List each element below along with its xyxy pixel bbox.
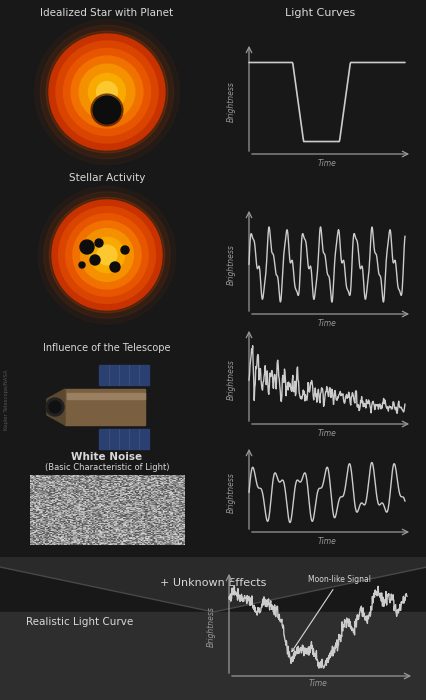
Text: Kepler Telescope/NASA: Kepler Telescope/NASA [5, 370, 9, 430]
Circle shape [93, 96, 121, 124]
Circle shape [80, 240, 94, 254]
Text: White Noise: White Noise [71, 452, 142, 462]
Circle shape [81, 229, 133, 281]
Circle shape [40, 25, 173, 159]
Circle shape [121, 246, 129, 254]
Bar [67, 393, 145, 399]
Circle shape [89, 237, 124, 272]
Bar [99, 365, 149, 385]
Text: Time: Time [317, 430, 336, 438]
Circle shape [46, 398, 64, 416]
Text: Time: Time [317, 319, 336, 328]
Circle shape [52, 200, 161, 310]
Polygon shape [65, 389, 145, 425]
Circle shape [43, 192, 170, 318]
Text: Influence of the Telescope: Influence of the Telescope [43, 343, 170, 353]
Circle shape [38, 186, 176, 323]
Text: Brightness: Brightness [226, 244, 235, 285]
Circle shape [49, 197, 164, 313]
Text: Brightness: Brightness [226, 82, 235, 122]
Circle shape [110, 262, 120, 272]
Circle shape [49, 34, 164, 150]
Text: Brightness: Brightness [206, 607, 215, 648]
Text: Stellar Activity: Stellar Activity [69, 173, 145, 183]
Text: Light Curves: Light Curves [284, 8, 354, 18]
Polygon shape [47, 389, 65, 425]
Circle shape [79, 64, 135, 120]
Text: (Basic Characteristic of Light): (Basic Characteristic of Light) [45, 463, 169, 472]
Polygon shape [0, 557, 426, 612]
Bar [0, 547, 426, 557]
Circle shape [71, 56, 143, 128]
Bar [99, 429, 149, 449]
Text: Time: Time [317, 160, 336, 169]
Circle shape [58, 206, 155, 303]
Text: Time: Time [317, 538, 336, 547]
Text: Time: Time [308, 680, 327, 689]
Circle shape [95, 239, 103, 247]
Circle shape [91, 94, 123, 126]
Circle shape [73, 221, 141, 289]
Text: Brightness: Brightness [226, 472, 235, 513]
Circle shape [96, 82, 117, 102]
Text: Moon-like Signal: Moon-like Signal [291, 575, 370, 652]
Text: Realistic Light Curve: Realistic Light Curve [26, 617, 133, 627]
Circle shape [79, 262, 85, 268]
Circle shape [35, 20, 179, 164]
Circle shape [49, 401, 61, 413]
Text: Idealized Star with Planet: Idealized Star with Planet [40, 8, 173, 18]
Text: + Unknown Effects: + Unknown Effects [160, 578, 266, 587]
Circle shape [97, 245, 117, 265]
Circle shape [63, 48, 150, 136]
Circle shape [88, 74, 125, 111]
Circle shape [90, 255, 100, 265]
Circle shape [46, 31, 167, 153]
Circle shape [56, 41, 158, 143]
Text: Brightness: Brightness [226, 359, 235, 400]
Circle shape [66, 214, 148, 296]
Bar [0, 612, 426, 700]
